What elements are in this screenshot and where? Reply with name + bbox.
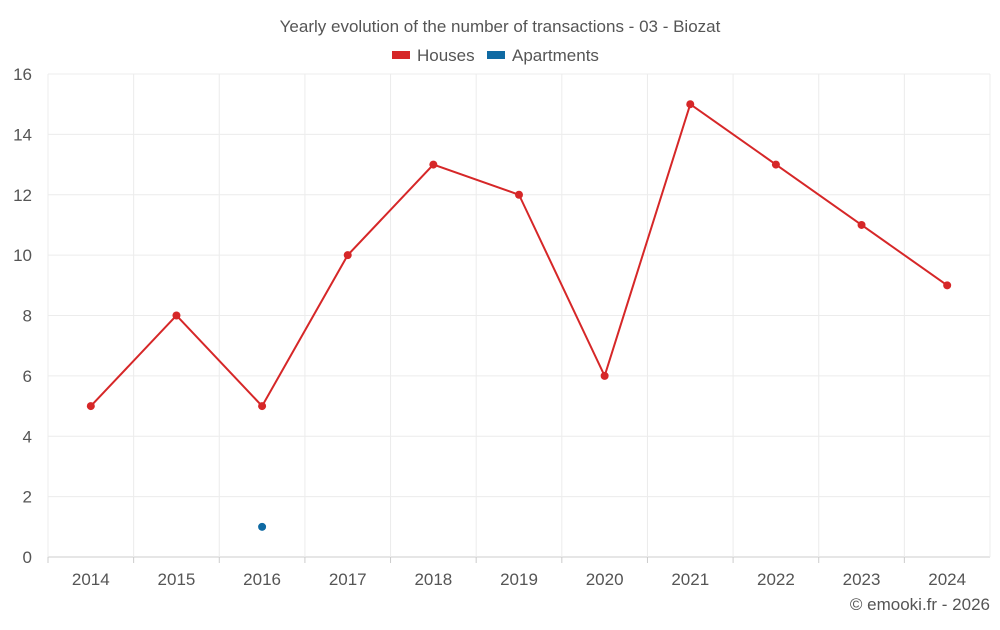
x-tick-label: 2020 <box>586 570 624 589</box>
y-tick-label: 8 <box>23 307 32 326</box>
x-tick-label: 2014 <box>72 570 110 589</box>
legend: Houses Apartments <box>392 46 599 65</box>
legend-swatch-apartments <box>487 51 505 59</box>
data-point-houses[interactable] <box>686 100 695 109</box>
legend-swatch-houses <box>392 51 410 59</box>
legend-label-houses[interactable]: Houses <box>417 46 475 65</box>
legend-label-apartments[interactable]: Apartments <box>512 46 599 65</box>
data-point-houses[interactable] <box>857 220 866 229</box>
data-point-houses[interactable] <box>771 160 780 169</box>
y-tick-label: 12 <box>13 186 32 205</box>
data-point-houses[interactable] <box>429 160 438 169</box>
x-tick-label: 2024 <box>928 570 966 589</box>
x-tick-label: 2017 <box>329 570 367 589</box>
data-point-houses[interactable] <box>943 281 952 290</box>
data-point-houses[interactable] <box>515 190 523 199</box>
x-tick-label: 2021 <box>671 570 709 589</box>
data-point-apartments[interactable] <box>258 522 267 531</box>
data-point-houses[interactable] <box>600 371 609 380</box>
y-tick-label: 6 <box>23 367 32 386</box>
y-tick-label: 10 <box>13 246 32 265</box>
x-tick-label: 2018 <box>414 570 452 589</box>
x-tick-label: 2016 <box>243 570 281 589</box>
data-point-houses[interactable] <box>343 251 352 260</box>
y-tick-label: 0 <box>23 548 32 567</box>
x-tick-label: 2015 <box>158 570 196 589</box>
data-point-houses[interactable] <box>172 311 181 320</box>
chart-title: Yearly evolution of the number of transa… <box>280 17 721 36</box>
y-tick-label: 2 <box>23 488 32 507</box>
data-point-houses[interactable] <box>258 402 267 411</box>
y-tick-label: 14 <box>13 125 32 144</box>
x-tick-label: 2022 <box>757 570 795 589</box>
data-point-houses[interactable] <box>86 402 95 411</box>
credit: © emooki.fr - 2026 <box>850 595 990 614</box>
x-tick-label: 2023 <box>843 570 881 589</box>
y-tick-label: 4 <box>23 427 32 446</box>
x-tick-label: 2019 <box>500 570 538 589</box>
y-tick-label: 16 <box>13 65 32 84</box>
